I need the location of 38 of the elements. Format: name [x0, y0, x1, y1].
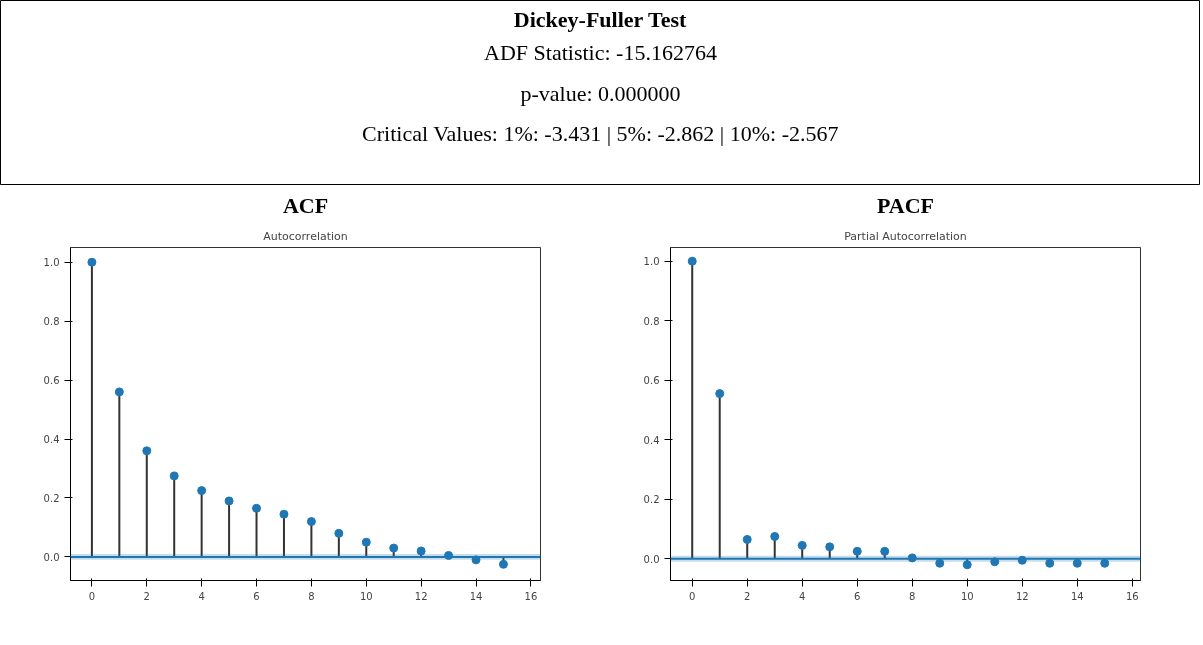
x-tick-label: 14 — [1070, 590, 1084, 602]
x-tick-label: 0 — [689, 590, 696, 602]
chart-title: ACF — [282, 192, 329, 218]
x-tick-label: 10 — [960, 590, 974, 602]
chart-subtitle: Partial Autocorrelation — [844, 229, 967, 243]
y-tick-label: 0.0 — [43, 551, 60, 563]
x-tick-label: 10 — [359, 590, 373, 602]
x-tick-label: 0 — [88, 590, 96, 602]
y-tick-label: 0.6 — [643, 375, 660, 387]
y-tick-label: 0.0 — [643, 553, 660, 565]
x-tick-label: 6 — [253, 590, 260, 602]
x-tick-label: 16 — [524, 590, 538, 602]
x-tick-label: 16 — [1125, 590, 1139, 602]
x-tick-label: 4 — [799, 590, 806, 602]
text: p-value: 0.000000 — [520, 80, 681, 106]
y-tick-label: 0.8 — [43, 316, 60, 328]
y-tick-label: 0.4 — [43, 434, 60, 446]
x-tick-label: 2 — [744, 590, 751, 602]
x-tick-label: 4 — [198, 590, 205, 602]
x-tick-label: 8 — [909, 590, 916, 602]
y-tick-label: 1.0 — [43, 257, 60, 269]
text: Dickey-Fuller Test — [513, 6, 688, 32]
text: ADF Statistic: -15.162764 — [484, 39, 717, 65]
x-tick-label: 12 — [1015, 590, 1029, 602]
x-tick-label: 6 — [854, 590, 861, 602]
y-tick-label: 0.4 — [643, 434, 660, 446]
chart-subtitle: Autocorrelation — [263, 229, 348, 243]
chart-title: PACF — [876, 192, 935, 218]
y-tick-label: 0.6 — [43, 375, 60, 387]
y-tick-label: 0.8 — [643, 315, 660, 327]
x-tick-label: 12 — [414, 590, 428, 602]
y-tick-label: 0.2 — [643, 494, 660, 506]
y-tick-label: 1.0 — [643, 256, 660, 268]
x-tick-label: 8 — [308, 590, 315, 602]
text: Critical Values: 1%: -3.431 | 5%: -2.862 | 10%: -2.567 — [362, 121, 839, 147]
x-tick-label: 14 — [469, 590, 483, 602]
x-tick-label: 2 — [143, 590, 150, 602]
y-tick-label: 0.2 — [43, 492, 60, 504]
